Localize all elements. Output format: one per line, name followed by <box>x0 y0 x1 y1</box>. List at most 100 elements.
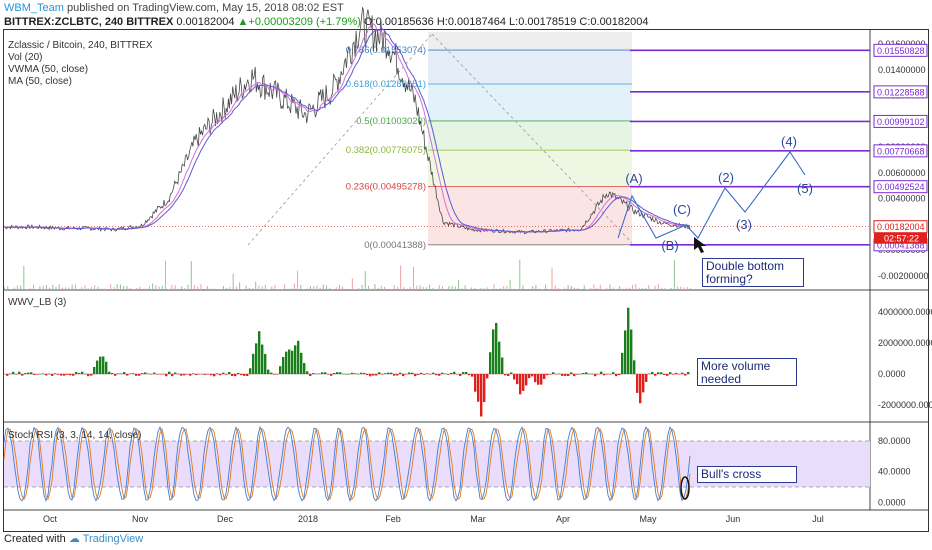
osc-bar <box>90 374 93 376</box>
author-link[interactable]: WBM_Team <box>4 2 64 14</box>
wave-path <box>617 151 806 239</box>
vol-bar <box>387 288 389 290</box>
time-tick-2: Dec <box>217 514 234 524</box>
vol-bar <box>377 288 379 290</box>
vol-bar <box>635 284 637 290</box>
countdown-label: 02:57:22 <box>884 234 919 244</box>
vol-bar <box>686 286 688 290</box>
osc-bar <box>270 372 273 374</box>
vol-bar <box>342 286 344 290</box>
osc-bar <box>255 343 258 374</box>
vol-bar <box>23 265 25 290</box>
osc-bar <box>687 372 690 374</box>
time-tick-7: May <box>639 514 657 524</box>
osc-bar <box>576 374 579 375</box>
osc-bar <box>15 374 18 375</box>
vol-bar <box>251 288 253 290</box>
osc-bar <box>252 353 255 374</box>
vol-bar <box>232 273 234 290</box>
osc-bar <box>660 372 663 374</box>
vol-bar <box>538 288 540 290</box>
osc-bar <box>219 374 222 376</box>
osc-bar <box>492 329 495 374</box>
vol-bar <box>512 288 514 290</box>
osc-bar <box>363 372 366 374</box>
osc-bar <box>186 374 189 375</box>
vol-bar <box>586 289 588 290</box>
vol-bar <box>657 284 659 290</box>
vol-bar <box>351 278 353 290</box>
vol-bar <box>126 285 128 290</box>
vol-bar <box>148 286 150 290</box>
osc-bar <box>555 374 558 375</box>
osc-bar <box>111 372 114 374</box>
tradingview-logo-icon: ☁ <box>68 533 80 545</box>
vol-bar <box>622 288 624 290</box>
osc-bar <box>321 372 324 374</box>
bulls-cross-note: Bull's cross <box>697 466 797 483</box>
osc-bar <box>300 352 303 374</box>
osc-bar <box>675 372 678 374</box>
countdown-box <box>874 232 927 244</box>
osc-bar <box>513 374 516 380</box>
footer-brand[interactable]: TradingView <box>82 533 144 545</box>
osc-bar <box>60 374 63 376</box>
osc-bar <box>450 372 453 374</box>
osc-bar <box>417 374 420 375</box>
time-tick-9: Jul <box>812 514 824 524</box>
vol-bar <box>474 288 476 290</box>
vol-bar <box>593 284 595 290</box>
chart-frame <box>3 29 929 532</box>
vol-bar <box>261 286 263 290</box>
fib-trend-up <box>247 33 433 246</box>
vol-bar <box>190 261 192 290</box>
osc-bar <box>651 371 654 374</box>
osc-bar <box>12 371 15 374</box>
fib-zone-top <box>428 32 632 51</box>
osc-bar <box>489 352 492 374</box>
vol-bar <box>103 288 105 290</box>
vol-bar <box>322 284 324 290</box>
vol-bar <box>355 289 357 290</box>
vol-bar <box>583 285 585 290</box>
osc-bar <box>510 372 513 374</box>
vol-bar <box>528 288 530 290</box>
vol-bar <box>248 287 250 290</box>
osc-bar <box>78 373 81 374</box>
vol-bar <box>454 286 456 290</box>
vol-bar <box>483 288 485 290</box>
main-pane-legend: Zclassic / Bitcoin, 240, BITTREX Vol (20… <box>8 40 153 88</box>
vol-bar <box>345 288 347 290</box>
vol-bar <box>416 285 418 290</box>
osc-bar <box>375 374 378 376</box>
vol-bar <box>429 284 431 290</box>
osc-bar <box>6 374 9 376</box>
osc-bar <box>126 374 129 376</box>
price-tick-6: 0.00400000 <box>878 194 926 204</box>
vol-bar <box>496 288 498 290</box>
wave-label-2: (C) <box>673 202 691 217</box>
osc-bar <box>624 330 627 374</box>
osc-bar <box>486 374 489 379</box>
vol-bar <box>123 285 125 290</box>
vol-bar <box>39 286 41 290</box>
osc-bar <box>435 374 438 376</box>
osc-bar <box>99 356 102 374</box>
osc-bar <box>27 372 30 374</box>
price-label-box-3 <box>873 144 928 158</box>
osc-bar <box>246 374 249 377</box>
osc-bar <box>210 374 213 376</box>
osc-bar <box>465 371 468 374</box>
vol-bar <box>683 287 685 290</box>
vol-bar <box>32 284 34 290</box>
osc-bar <box>672 374 675 375</box>
wave-label-1: (B) <box>661 238 678 253</box>
vol-bar <box>458 279 460 290</box>
vol-bar <box>309 286 311 290</box>
osc-bar <box>156 374 159 375</box>
price-label-4: 0.00492524 <box>877 182 925 192</box>
vol-bar <box>235 286 237 290</box>
vol-bar <box>335 287 337 290</box>
osc-bar <box>432 372 435 374</box>
